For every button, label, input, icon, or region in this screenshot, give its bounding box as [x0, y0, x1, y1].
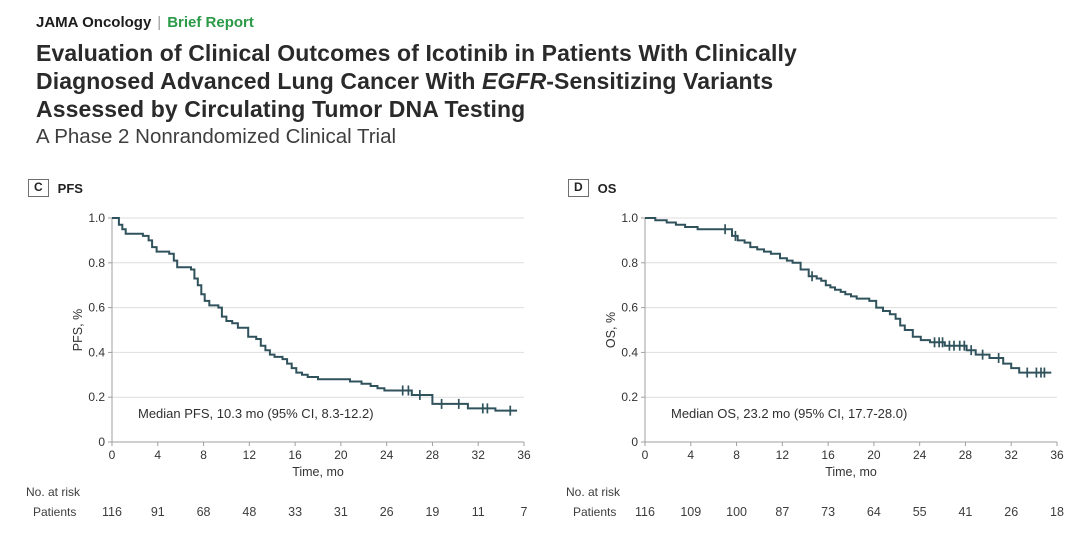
y-tick-label: 0.8 — [621, 256, 638, 270]
risk-table-value: 48 — [242, 505, 256, 519]
risk-table-value: 100 — [726, 505, 747, 519]
x-axis-label: Time, mo — [825, 465, 877, 479]
x-tick-label: 32 — [472, 448, 486, 462]
risk-table-value: 68 — [197, 505, 211, 519]
panel-letter-d: D — [568, 179, 589, 197]
x-tick-label: 20 — [334, 448, 348, 462]
panel-pfs-header: C PFS — [28, 177, 540, 199]
x-tick-label: 16 — [821, 448, 835, 462]
risk-table-value: 41 — [958, 505, 972, 519]
risk-table-value: 18 — [1050, 505, 1064, 519]
figure-panels: C PFS 0 0.2 0.4 0.6 0.8 1.0 0 4 8 12 16 20 24 28 32 36 T… — [0, 177, 1080, 529]
x-tick-label: 12 — [243, 448, 257, 462]
x-tick-label: 8 — [733, 448, 740, 462]
risk-table-value: 31 — [334, 505, 348, 519]
title-line-2: Diagnosed Advanced Lung Cancer With EGFR… — [36, 67, 1060, 95]
journal-name: JAMA Oncology — [36, 14, 152, 31]
y-tick-label: 1.0 — [621, 211, 638, 225]
x-tick-label: 0 — [109, 448, 116, 462]
x-tick-label: 4 — [154, 448, 161, 462]
title-gene-name: EGFR — [481, 68, 547, 94]
risk-table-row-label: Patients — [33, 505, 76, 519]
risk-table-value: 116 — [635, 505, 655, 519]
km-chart-os: 0 0.2 0.4 0.6 0.8 1.0 0 4 8 12 16 20 24 28 32 36 Time, m… — [566, 211, 1064, 519]
x-tick-label: 8 — [200, 448, 207, 462]
title-line-2-pre: Diagnosed Advanced Lung Cancer With — [36, 68, 482, 94]
x-tick-label: 24 — [380, 448, 394, 462]
survival-curve — [645, 217, 1052, 374]
x-tick-label: 36 — [1050, 448, 1064, 462]
article-subtitle: A Phase 2 Nonrandomized Clinical Trial — [36, 125, 397, 148]
panel-pfs: C PFS 0 0.2 0.4 0.6 0.8 1.0 0 4 8 12 16 20 24 28 32 36 T… — [0, 177, 540, 529]
risk-table-value: 33 — [288, 505, 302, 519]
risk-table-value: 64 — [867, 505, 881, 519]
x-axis-label: Time, mo — [292, 465, 344, 479]
risk-table-value: 109 — [680, 505, 701, 519]
x-tick-label: 28 — [426, 448, 440, 462]
x-tick-label: 28 — [959, 448, 973, 462]
risk-table-header: No. at risk — [26, 485, 81, 499]
article-kicker: JAMA Oncology | Brief Report — [36, 13, 1060, 32]
risk-table-value: 11 — [472, 505, 485, 519]
risk-table-value: 73 — [821, 505, 835, 519]
risk-table-value: 55 — [913, 505, 927, 519]
panel-letter-c: C — [28, 179, 49, 197]
risk-table-value: 116 — [102, 505, 122, 519]
risk-table-row-label: Patients — [573, 505, 616, 519]
x-tick-label: 4 — [687, 448, 694, 462]
y-tick-label: 1.0 — [88, 211, 105, 225]
risk-table-header: No. at risk — [566, 485, 621, 499]
y-axis-label: PFS, % — [71, 309, 85, 351]
x-tick-label: 36 — [517, 448, 531, 462]
y-tick-label: 0.6 — [621, 301, 638, 315]
y-tick-label: 0 — [98, 435, 105, 449]
y-tick-label: 0.4 — [88, 345, 105, 359]
article-category: Brief Report — [167, 14, 254, 31]
title-line-2-post: -Sensitizing Variants — [546, 68, 774, 94]
risk-table-value: 19 — [425, 505, 439, 519]
median-annotation: Median OS, 23.2 mo (95% CI, 17.7-28.0) — [671, 406, 907, 421]
x-tick-label: 32 — [1005, 448, 1019, 462]
x-tick-label: 20 — [867, 448, 881, 462]
x-tick-label: 24 — [913, 448, 927, 462]
y-tick-label: 0.6 — [88, 301, 105, 315]
title-line-1: Evaluation of Clinical Outcomes of Icoti… — [36, 40, 797, 66]
article-title: Evaluation of Clinical Outcomes of Icoti… — [36, 39, 1060, 123]
panel-os-title: OS — [597, 180, 617, 196]
risk-table-value: 87 — [775, 505, 789, 519]
y-axis-label: OS, % — [604, 312, 618, 348]
survival-curve — [112, 217, 518, 412]
y-tick-label: 0.2 — [621, 390, 638, 404]
x-tick-label: 12 — [776, 448, 790, 462]
panel-os-header: D OS — [568, 177, 1080, 199]
kicker-separator: | — [157, 14, 162, 31]
x-tick-label: 16 — [288, 448, 302, 462]
panel-os: D OS 0 0.2 0.4 0.6 0.8 1.0 0 4 8 12 16 20 24 28 32 36 Ti… — [540, 177, 1080, 529]
x-tick-label: 0 — [642, 448, 649, 462]
y-tick-label: 0.8 — [88, 256, 105, 270]
risk-table-value: 91 — [151, 505, 165, 519]
y-tick-label: 0 — [631, 435, 638, 449]
risk-table-value: 26 — [380, 505, 394, 519]
risk-table-value: 7 — [521, 505, 528, 519]
median-annotation: Median PFS, 10.3 mo (95% CI, 8.3-12.2) — [138, 406, 374, 421]
panel-pfs-title: PFS — [57, 180, 83, 196]
title-line-3: Assessed by Circulating Tumor DNA Testin… — [36, 96, 526, 122]
y-tick-label: 0.2 — [88, 390, 105, 404]
risk-table-value: 26 — [1004, 505, 1018, 519]
article-header: JAMA Oncology | Brief Report Evaluation of… — [0, 0, 1080, 150]
y-tick-label: 0.4 — [621, 345, 638, 359]
